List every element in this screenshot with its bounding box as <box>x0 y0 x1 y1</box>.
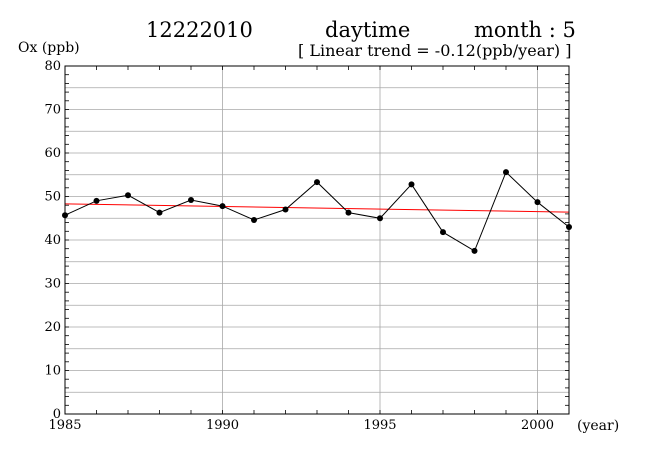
trend-line <box>64 203 570 213</box>
data-point <box>125 192 131 199</box>
x-tick-label: 1985 <box>48 418 81 433</box>
y-tick-label: 20 <box>44 320 61 335</box>
data-point <box>93 197 100 204</box>
y-tick-label: 10 <box>44 364 61 379</box>
data-point <box>345 209 352 216</box>
y-tick-label: 80 <box>44 59 61 74</box>
data-point <box>251 216 257 223</box>
y-tick-label: 30 <box>44 277 61 292</box>
y-axis-title: Ox (ppb) <box>18 40 80 56</box>
plot-frame <box>64 65 570 415</box>
data-point <box>282 206 289 213</box>
chart-subtitle-trend: [ Linear trend = -0.12(ppb/year) ] <box>298 41 572 60</box>
chart-title-station: 12222010 <box>146 18 253 42</box>
y-tick-label: 60 <box>44 146 61 161</box>
data-point <box>471 247 478 254</box>
x-axis-title: (year) <box>577 418 619 434</box>
data-point <box>188 196 194 203</box>
chart-title-period: daytime <box>325 18 411 42</box>
data-point <box>503 169 509 176</box>
data-point <box>377 215 383 222</box>
data-point <box>534 199 541 206</box>
y-tick-label: 40 <box>44 233 61 248</box>
data-point <box>219 203 226 210</box>
y-tick-label: 0 <box>53 407 61 422</box>
data-point <box>314 179 320 186</box>
y-tick-label: 70 <box>44 103 61 118</box>
data-point <box>440 229 446 236</box>
y-tick-label: 50 <box>44 190 61 205</box>
chart-title-month: month : 5 <box>474 18 576 42</box>
series-group <box>62 169 572 254</box>
plot-border <box>64 65 570 415</box>
x-tick-label: 2000 <box>521 418 554 433</box>
data-point <box>408 181 415 188</box>
trend-line-group <box>64 203 570 213</box>
axis-labels: 0 10 20 30 40 50 60 70 80 1985 1990 1995 2000 Ox (ppb… <box>18 40 619 434</box>
x-tick-label: 1995 <box>363 418 396 433</box>
data-point <box>156 209 163 216</box>
x-tick-label: 1990 <box>206 418 239 433</box>
grid-lines <box>65 66 569 414</box>
